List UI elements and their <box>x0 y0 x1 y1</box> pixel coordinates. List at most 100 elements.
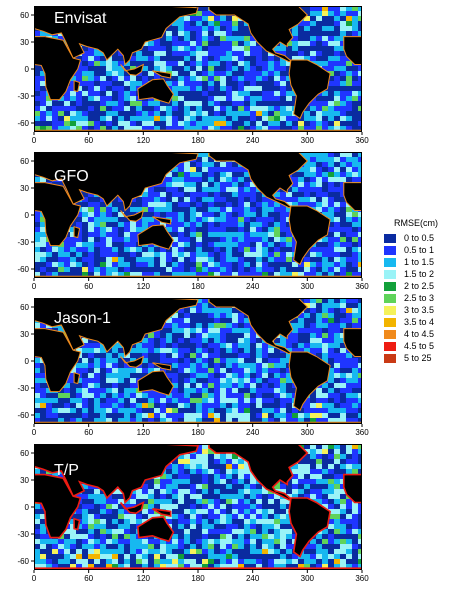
rmse-cell <box>184 111 190 116</box>
rmse-cell <box>202 162 208 167</box>
rmse-cell <box>328 31 334 36</box>
rmse-cell <box>250 56 256 61</box>
landmass <box>152 70 172 79</box>
rmse-cell <box>220 378 226 383</box>
rmse-cell <box>184 182 190 187</box>
rmse-cell <box>226 378 232 383</box>
rmse-cell <box>196 534 202 539</box>
rmse-cell <box>202 6 208 11</box>
rmse-cell <box>184 408 190 413</box>
legend-label: 4 to 4.5 <box>404 329 435 339</box>
rmse-cell <box>208 126 214 131</box>
rmse-cell <box>184 343 190 348</box>
rmse-cell <box>244 464 250 469</box>
rmse-cell <box>154 368 160 373</box>
rmse-cell <box>46 121 52 126</box>
landmass <box>342 473 362 504</box>
legend-item: 1 to 1.5 <box>384 256 470 268</box>
rmse-cell <box>148 484 154 489</box>
rmse-cell <box>256 378 262 383</box>
rmse-cell <box>280 519 286 524</box>
rmse-cell <box>328 96 334 101</box>
rmse-cell <box>160 554 166 559</box>
rmse-cell <box>346 534 352 539</box>
rmse-cell <box>112 358 118 363</box>
rmse-cell <box>244 398 250 403</box>
rmse-cell <box>88 554 94 559</box>
rmse-cell <box>328 232 334 237</box>
rmse-cell <box>244 494 250 499</box>
rmse-cell <box>172 459 178 464</box>
rmse-cell <box>124 524 130 529</box>
rmse-cell <box>124 544 130 549</box>
rmse-cell <box>340 564 346 569</box>
rmse-cell <box>346 111 352 116</box>
rmse-cell <box>112 96 118 101</box>
rmse-cell <box>202 529 208 534</box>
rmse-cell <box>352 91 358 96</box>
rmse-cell <box>148 247 154 252</box>
rmse-cell <box>190 182 196 187</box>
rmse-cell <box>346 157 352 162</box>
rmse-cell <box>280 504 286 509</box>
rmse-cell <box>274 338 280 343</box>
rmse-cell <box>136 418 142 423</box>
rmse-cell <box>160 111 166 116</box>
rmse-cell <box>160 202 166 207</box>
rmse-cell <box>346 152 352 157</box>
rmse-cell <box>328 474 334 479</box>
rmse-cell <box>250 202 256 207</box>
rmse-cell <box>346 353 352 358</box>
rmse-cell <box>238 222 244 227</box>
rmse-cell <box>208 388 214 393</box>
rmse-cell <box>352 539 358 544</box>
rmse-cell <box>76 86 82 91</box>
rmse-cell <box>346 469 352 474</box>
rmse-cell <box>304 449 310 454</box>
rmse-cell <box>316 298 322 303</box>
rmse-cell <box>142 46 148 51</box>
rmse-cell <box>88 126 94 131</box>
rmse-cell <box>304 152 310 157</box>
rmse-cell <box>250 564 256 569</box>
rmse-cell <box>286 222 292 227</box>
rmse-cell <box>202 96 208 101</box>
rmse-cell <box>94 96 100 101</box>
rmse-cell <box>238 61 244 66</box>
rmse-cell <box>322 257 328 262</box>
rmse-cell <box>256 197 262 202</box>
rmse-cell <box>274 116 280 121</box>
rmse-cell <box>256 222 262 227</box>
rmse-cell <box>172 313 178 318</box>
rmse-cell <box>208 66 214 71</box>
rmse-cell <box>280 509 286 514</box>
rmse-cell <box>184 36 190 41</box>
rmse-cell <box>58 413 64 418</box>
rmse-cell <box>268 227 274 232</box>
rmse-cell <box>190 353 196 358</box>
rmse-cell <box>268 111 274 116</box>
rmse-cell <box>220 162 226 167</box>
rmse-cell <box>118 549 124 554</box>
rmse-cell <box>214 272 220 277</box>
rmse-cell <box>346 81 352 86</box>
rmse-cell <box>340 454 346 459</box>
rmse-cell <box>130 76 136 81</box>
rmse-cell <box>226 499 232 504</box>
rmse-cell <box>208 318 214 323</box>
rmse-cell <box>40 544 46 549</box>
rmse-cell <box>280 353 286 358</box>
rmse-cell <box>316 393 322 398</box>
rmse-cell <box>82 484 88 489</box>
rmse-cell <box>322 469 328 474</box>
rmse-cell <box>232 212 238 217</box>
rmse-cell <box>280 418 286 423</box>
rmse-cell <box>346 454 352 459</box>
rmse-cell <box>82 373 88 378</box>
rmse-cell <box>124 252 130 257</box>
rmse-cell <box>280 539 286 544</box>
rmse-cell <box>94 529 100 534</box>
rmse-cell <box>274 559 280 564</box>
rmse-cell <box>226 403 232 408</box>
rmse-cell <box>304 318 310 323</box>
